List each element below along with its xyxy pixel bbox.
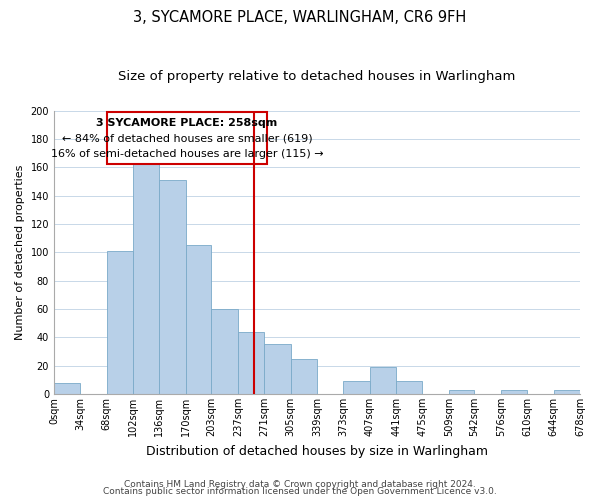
Bar — [211, 309, 238, 394]
Bar — [449, 390, 475, 394]
Text: ← 84% of detached houses are smaller (619): ← 84% of detached houses are smaller (61… — [62, 133, 313, 143]
Bar — [501, 390, 527, 394]
Bar — [396, 382, 422, 394]
Bar — [264, 344, 290, 394]
Bar — [186, 245, 211, 394]
Bar — [107, 112, 267, 164]
Bar — [160, 180, 186, 394]
Bar — [54, 382, 80, 394]
Y-axis label: Number of detached properties: Number of detached properties — [15, 164, 25, 340]
Title: Size of property relative to detached houses in Warlingham: Size of property relative to detached ho… — [118, 70, 515, 83]
Bar — [370, 367, 396, 394]
Text: 16% of semi-detached houses are larger (115) →: 16% of semi-detached houses are larger (… — [50, 149, 323, 159]
Bar — [107, 251, 133, 394]
Bar — [554, 390, 580, 394]
Bar — [343, 382, 370, 394]
Bar — [133, 162, 160, 394]
Bar — [238, 332, 264, 394]
Text: 3 SYCAMORE PLACE: 258sqm: 3 SYCAMORE PLACE: 258sqm — [97, 118, 278, 128]
X-axis label: Distribution of detached houses by size in Warlingham: Distribution of detached houses by size … — [146, 444, 488, 458]
Bar — [290, 358, 317, 394]
Text: 3, SYCAMORE PLACE, WARLINGHAM, CR6 9FH: 3, SYCAMORE PLACE, WARLINGHAM, CR6 9FH — [133, 10, 467, 25]
Text: Contains public sector information licensed under the Open Government Licence v3: Contains public sector information licen… — [103, 488, 497, 496]
Text: Contains HM Land Registry data © Crown copyright and database right 2024.: Contains HM Land Registry data © Crown c… — [124, 480, 476, 489]
